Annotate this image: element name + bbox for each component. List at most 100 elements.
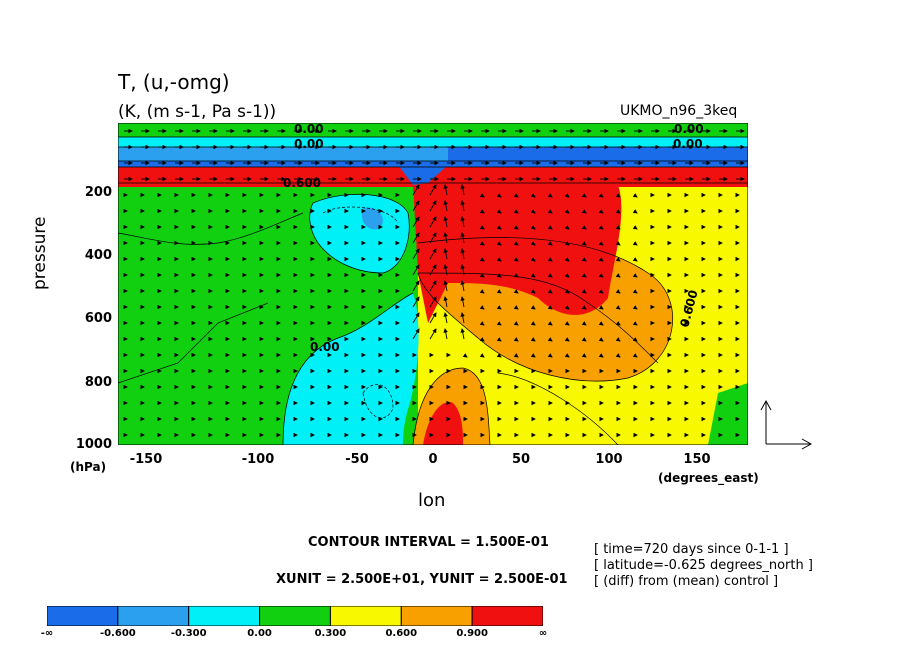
wind-vector bbox=[479, 273, 485, 278]
wind-vector bbox=[429, 296, 437, 308]
wind-vector bbox=[581, 353, 587, 358]
wind-vector bbox=[443, 248, 448, 260]
contour-interval-text: CONTOUR INTERVAL = 1.500E-01 bbox=[308, 535, 549, 550]
region-cyan-upper bbox=[309, 194, 410, 273]
wind-vector bbox=[598, 337, 604, 342]
wind-vector bbox=[429, 312, 437, 324]
wind-vector bbox=[460, 312, 465, 324]
colorbar-swatch bbox=[188, 606, 261, 626]
wind-vector bbox=[429, 264, 437, 276]
colorbar-swatch bbox=[329, 606, 402, 626]
wind-vector bbox=[496, 225, 502, 230]
wind-vector bbox=[496, 337, 502, 342]
wind-vector bbox=[547, 353, 553, 358]
contour-label: 0.00 bbox=[674, 123, 704, 136]
wind-vector bbox=[412, 216, 420, 228]
wind-vector bbox=[460, 328, 465, 340]
colorbar-swatch bbox=[471, 606, 543, 626]
wind-vector bbox=[564, 321, 570, 326]
colorbar-tick-label: 0.00 bbox=[247, 628, 272, 639]
wind-vector bbox=[513, 337, 519, 342]
wind-vector bbox=[460, 248, 465, 260]
wind-vector bbox=[632, 337, 638, 342]
wind-vector bbox=[479, 193, 485, 198]
wind-vector bbox=[632, 225, 638, 230]
wind-vector bbox=[479, 305, 485, 310]
y-tick-label: 400 bbox=[84, 248, 112, 263]
x-tick-label: 50 bbox=[511, 452, 531, 467]
wind-vector bbox=[513, 193, 519, 198]
contour-label: 0.00 bbox=[294, 137, 324, 151]
wind-vector bbox=[581, 273, 587, 278]
wind-vector bbox=[513, 321, 519, 326]
wind-vector bbox=[443, 184, 448, 196]
wind-vector bbox=[443, 328, 448, 340]
wind-vector bbox=[479, 209, 485, 214]
wind-vector bbox=[547, 289, 553, 294]
colorbar-swatch bbox=[400, 606, 473, 626]
wind-vector bbox=[615, 209, 621, 214]
dataset-label: UKMO_n96_3keq bbox=[620, 103, 738, 119]
x-tick-label: 150 bbox=[683, 452, 711, 467]
wind-vector bbox=[564, 273, 570, 278]
wind-vector bbox=[547, 193, 553, 198]
wind-vector bbox=[598, 305, 604, 310]
wind-vector bbox=[598, 209, 604, 214]
diff-info: [ (diff) from (mean) control ] bbox=[594, 574, 779, 589]
wind-vector bbox=[513, 289, 519, 294]
wind-vector bbox=[615, 241, 621, 246]
y-axis-label: pressure bbox=[30, 216, 50, 290]
wind-vector bbox=[429, 280, 437, 292]
wind-vector-field bbox=[123, 128, 745, 438]
wind-vector bbox=[632, 289, 638, 294]
wind-vector bbox=[547, 305, 553, 310]
contour-label: 0.00 bbox=[310, 340, 340, 354]
wind-vector bbox=[547, 273, 553, 278]
wind-vector bbox=[513, 241, 519, 246]
colorbar-tick-label: -0.600 bbox=[99, 628, 136, 639]
wind-vector bbox=[530, 289, 536, 294]
chart-title: T, (u,-omg) bbox=[118, 70, 230, 94]
chart-subtitle: (K, (m s-1, Pa s-1)) bbox=[118, 102, 277, 122]
region-red bbox=[413, 185, 622, 323]
contour-label: 0.00 bbox=[673, 137, 703, 151]
wind-vector bbox=[564, 225, 570, 230]
colorbar-swatch bbox=[117, 606, 190, 626]
wind-vector bbox=[547, 209, 553, 214]
wind-vector bbox=[581, 321, 587, 326]
wind-vector bbox=[496, 289, 502, 294]
wind-vector bbox=[581, 241, 587, 246]
wind-vector bbox=[598, 225, 604, 230]
wind-vector bbox=[615, 337, 621, 342]
wind-vector bbox=[412, 328, 420, 340]
wind-vector bbox=[460, 264, 465, 276]
wind-vector bbox=[496, 353, 502, 358]
wind-vector bbox=[412, 280, 420, 292]
wind-vector bbox=[598, 321, 604, 326]
wind-vector bbox=[581, 209, 587, 214]
wind-vector bbox=[564, 353, 570, 358]
wind-vector bbox=[632, 209, 638, 214]
wind-vector bbox=[564, 241, 570, 246]
x-tick-label: -100 bbox=[241, 452, 275, 467]
wind-vector bbox=[632, 321, 638, 326]
wind-vector bbox=[412, 296, 420, 308]
latitude-info: [ latitude=-0.625 degrees_north ] bbox=[594, 558, 813, 573]
wind-vector bbox=[581, 225, 587, 230]
wind-vector bbox=[479, 321, 485, 326]
wind-vector bbox=[632, 241, 638, 246]
units-text: XUNIT = 2.500E+01, YUNIT = 2.500E-01 bbox=[276, 572, 568, 587]
wind-vector bbox=[460, 200, 465, 212]
wind-vector bbox=[530, 305, 536, 310]
wind-vector bbox=[412, 248, 420, 260]
colorbar-swatch bbox=[259, 606, 331, 626]
wind-vector bbox=[496, 273, 502, 278]
wind-vector bbox=[547, 241, 553, 246]
wind-vector bbox=[412, 264, 420, 276]
wind-vector bbox=[496, 305, 502, 310]
wind-vector bbox=[412, 184, 420, 196]
wind-vector bbox=[429, 232, 437, 244]
y-tick-label: 800 bbox=[84, 375, 112, 390]
wind-vector bbox=[460, 296, 465, 308]
wind-vector bbox=[632, 193, 638, 198]
